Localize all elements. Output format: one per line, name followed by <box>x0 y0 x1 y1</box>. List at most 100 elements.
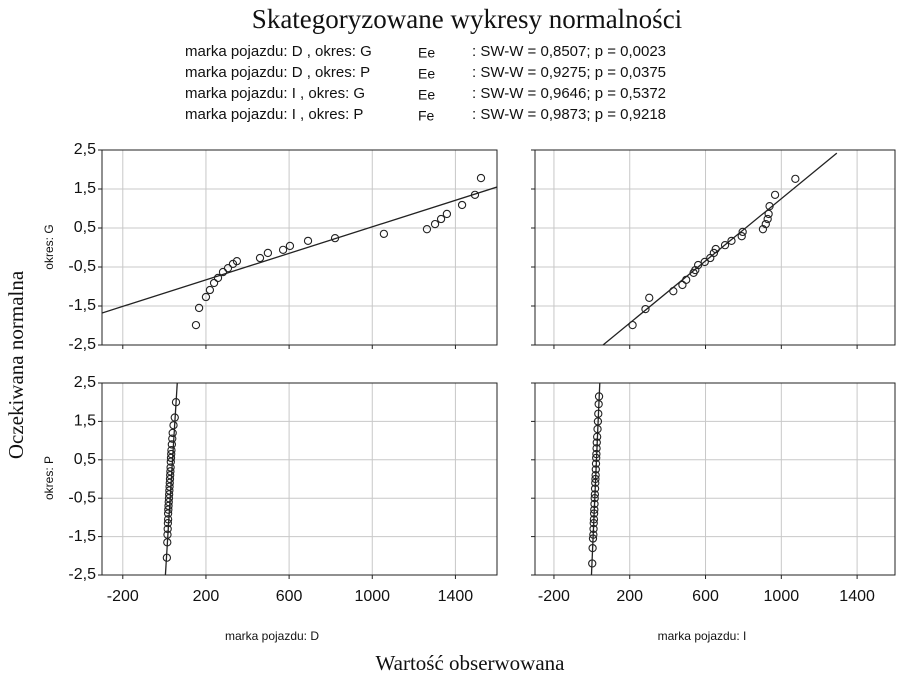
legend-symbol: Ee <box>418 66 435 82</box>
data-point <box>278 245 288 254</box>
x-tick-label: 1000 <box>764 588 800 605</box>
y-tick-label: 1,5 <box>74 413 96 430</box>
data-point <box>589 530 598 539</box>
legend-label: marka pojazdu: D , okres: P <box>185 64 370 81</box>
data-point <box>591 465 600 474</box>
data-point <box>303 236 313 246</box>
data-point <box>263 248 273 258</box>
legend-symbol: Ee <box>418 87 435 103</box>
data-point <box>737 232 746 241</box>
y-axis-title: Oczekiwana normalna <box>4 270 28 459</box>
x-tick-label: -200 <box>107 588 139 605</box>
data-point <box>589 509 599 518</box>
data-point <box>706 253 715 263</box>
legend-label: marka pojazdu: I , okres: P <box>185 106 363 123</box>
panel: 2,5 1,5 0,5 -0,5 -1,5 -2,5 <box>68 141 498 353</box>
data-point <box>591 474 600 484</box>
y-tick-label: 1,5 <box>74 180 96 197</box>
legend-label: marka pojazdu: D , okres: G <box>185 43 372 60</box>
x-axis-title: Wartość obserwowana <box>376 651 566 675</box>
data-point <box>791 174 800 184</box>
data-point <box>191 320 201 330</box>
data-point <box>166 467 175 476</box>
data-point <box>645 293 654 302</box>
data-point <box>588 559 597 568</box>
data-point <box>592 438 601 447</box>
data-point <box>590 499 599 509</box>
fit-line <box>602 152 838 345</box>
data-point <box>168 434 177 443</box>
data-point <box>700 257 709 267</box>
data-point <box>592 453 601 463</box>
data-point <box>285 241 295 251</box>
legend-symbol: Ee <box>418 45 435 61</box>
plot-frame <box>101 149 498 346</box>
data-point <box>589 519 598 528</box>
data-point <box>588 543 597 553</box>
data-point <box>163 519 173 528</box>
data-point <box>209 278 219 288</box>
panel: -200 200 600 1000 1400 2,5 1,5 0,5 -0,5 -1,5 -2,5 <box>68 374 498 605</box>
y-tick-label: -0,5 <box>68 489 96 506</box>
data-point <box>457 200 467 210</box>
y-tick-label: -1,5 <box>68 528 96 545</box>
y-tick-label: 0,5 <box>74 219 96 236</box>
fit-line <box>102 186 497 314</box>
data-point <box>166 463 175 472</box>
data-point <box>588 534 598 543</box>
y-tick-label: 2,5 <box>74 141 96 158</box>
data-point <box>232 256 242 266</box>
x-tick-label: 200 <box>616 588 643 605</box>
data-point <box>163 515 173 524</box>
data-point <box>476 173 486 183</box>
legend-stat: : SW-W = 0,9646; p = 0,5372 <box>472 85 666 102</box>
y-tick-label: -2,5 <box>68 336 96 353</box>
data-point <box>682 275 691 285</box>
x-tick-label: 1000 <box>354 588 390 605</box>
column-label: marka pojazdu: D <box>225 629 319 643</box>
data-point <box>591 471 600 480</box>
data-point <box>169 421 178 430</box>
x-tick-label: 200 <box>193 588 220 605</box>
data-point <box>669 287 678 296</box>
legend-stat: : SW-W = 0,9275; p = 0,0375 <box>472 64 666 81</box>
data-point <box>594 392 604 401</box>
x-tick-label: 1400 <box>839 588 875 605</box>
plot-frame <box>534 382 896 576</box>
data-point <box>194 303 204 313</box>
plot-frame <box>534 149 896 346</box>
data-point <box>436 214 446 224</box>
data-point <box>168 428 177 438</box>
panel: -200 200 600 1000 1400 <box>531 382 896 605</box>
row-label: okres: P <box>42 456 56 500</box>
row-label: okres: G <box>42 224 56 269</box>
data-point <box>590 484 600 493</box>
x-tick-label: -200 <box>538 588 570 605</box>
y-tick-label: 2,5 <box>74 374 96 391</box>
chart-title: Skategoryzowane wykresy normalności <box>252 4 682 34</box>
data-point <box>592 449 601 459</box>
data-point <box>167 449 176 459</box>
data-point <box>591 459 601 468</box>
data-point <box>167 440 177 449</box>
data-point <box>592 444 601 453</box>
data-point <box>589 524 598 534</box>
data-point <box>589 515 599 524</box>
y-tick-label: -0,5 <box>68 258 96 275</box>
data-point <box>678 280 687 290</box>
data-point <box>765 202 774 211</box>
legend-label: marka pojazdu: I , okres: G <box>185 85 365 102</box>
data-point <box>163 524 172 534</box>
y-tick-label: 0,5 <box>74 451 96 468</box>
data-point <box>764 209 773 219</box>
data-point <box>223 264 233 273</box>
plot-frame <box>101 382 498 576</box>
data-point <box>693 260 703 270</box>
x-tick-label: 600 <box>692 588 719 605</box>
data-point <box>628 320 637 330</box>
data-point <box>162 553 172 562</box>
data-point <box>330 233 340 243</box>
legend-symbol: Fe <box>418 108 435 124</box>
data-point <box>163 530 172 539</box>
